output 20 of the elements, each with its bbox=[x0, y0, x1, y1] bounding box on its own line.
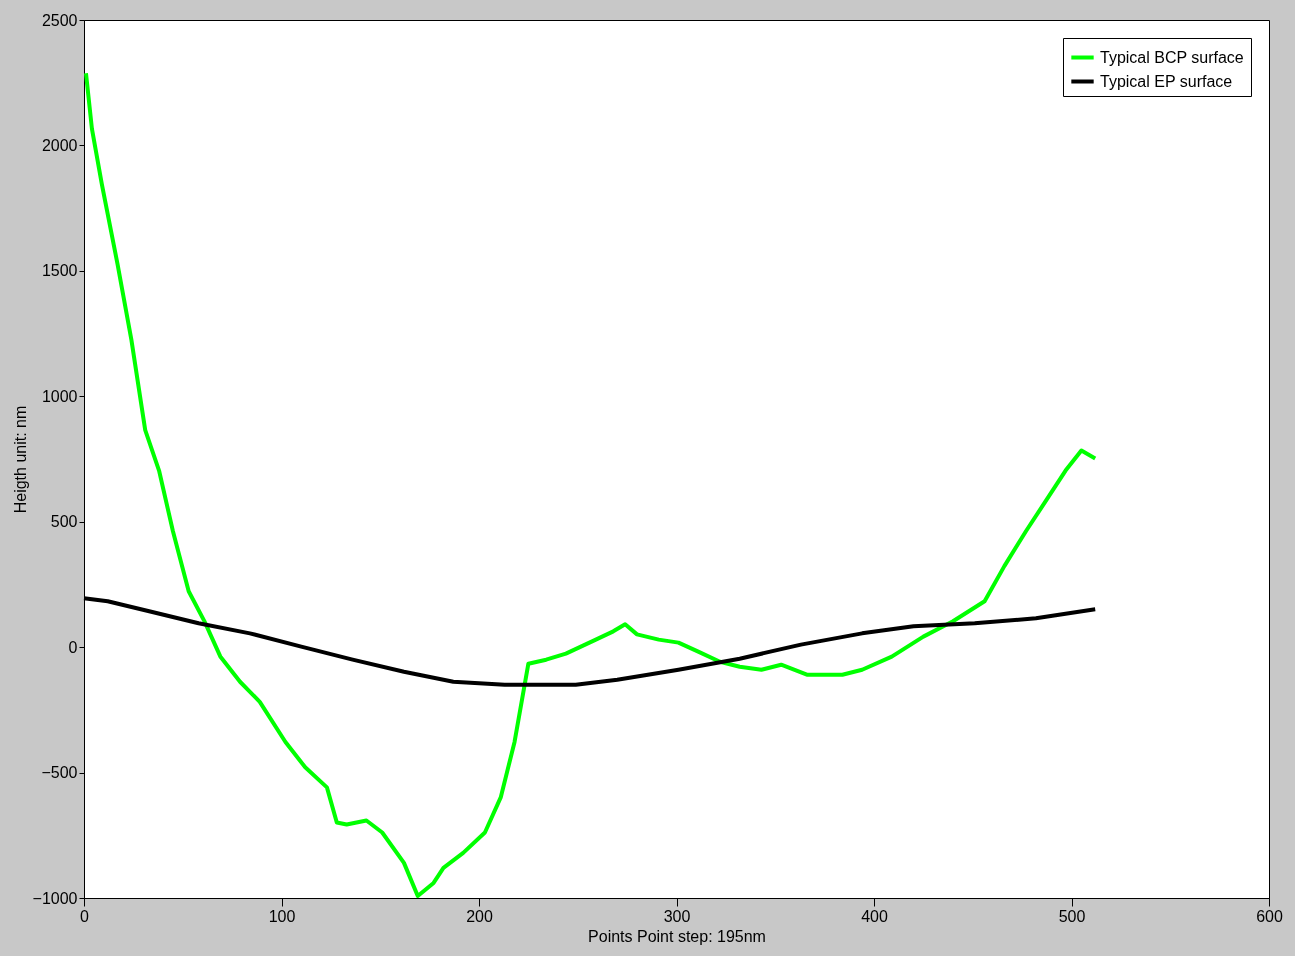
y-tick-label: 1000 bbox=[41, 387, 78, 405]
y-tick-label: −500 bbox=[41, 764, 78, 782]
y-tick-label: −1000 bbox=[32, 889, 78, 907]
line-series bbox=[83, 71, 1098, 898]
legend-label: Typical BCP surface bbox=[1100, 48, 1244, 66]
x-tick-label: 500 bbox=[1058, 907, 1086, 925]
x-tick-label: 0 bbox=[80, 907, 90, 925]
x-tick-label: 600 bbox=[1256, 907, 1283, 925]
x-tick-label: 100 bbox=[268, 907, 296, 925]
legend-label: Typical EP surface bbox=[1100, 72, 1233, 90]
y-tick-label: 0 bbox=[68, 638, 78, 656]
x-tick-label: 200 bbox=[466, 907, 493, 925]
x-tick-label: 400 bbox=[861, 907, 888, 925]
y-tick-label: 1500 bbox=[41, 262, 78, 280]
y-tick-label: 500 bbox=[50, 513, 78, 531]
y-tick-label: 2500 bbox=[41, 11, 78, 29]
y-axis-title: Heigth unit: nm bbox=[11, 405, 29, 514]
x-axis-title: Points Point step: 195nm bbox=[588, 927, 766, 945]
y-tick-label: 2000 bbox=[41, 136, 78, 154]
x-tick-label: 300 bbox=[663, 907, 691, 925]
